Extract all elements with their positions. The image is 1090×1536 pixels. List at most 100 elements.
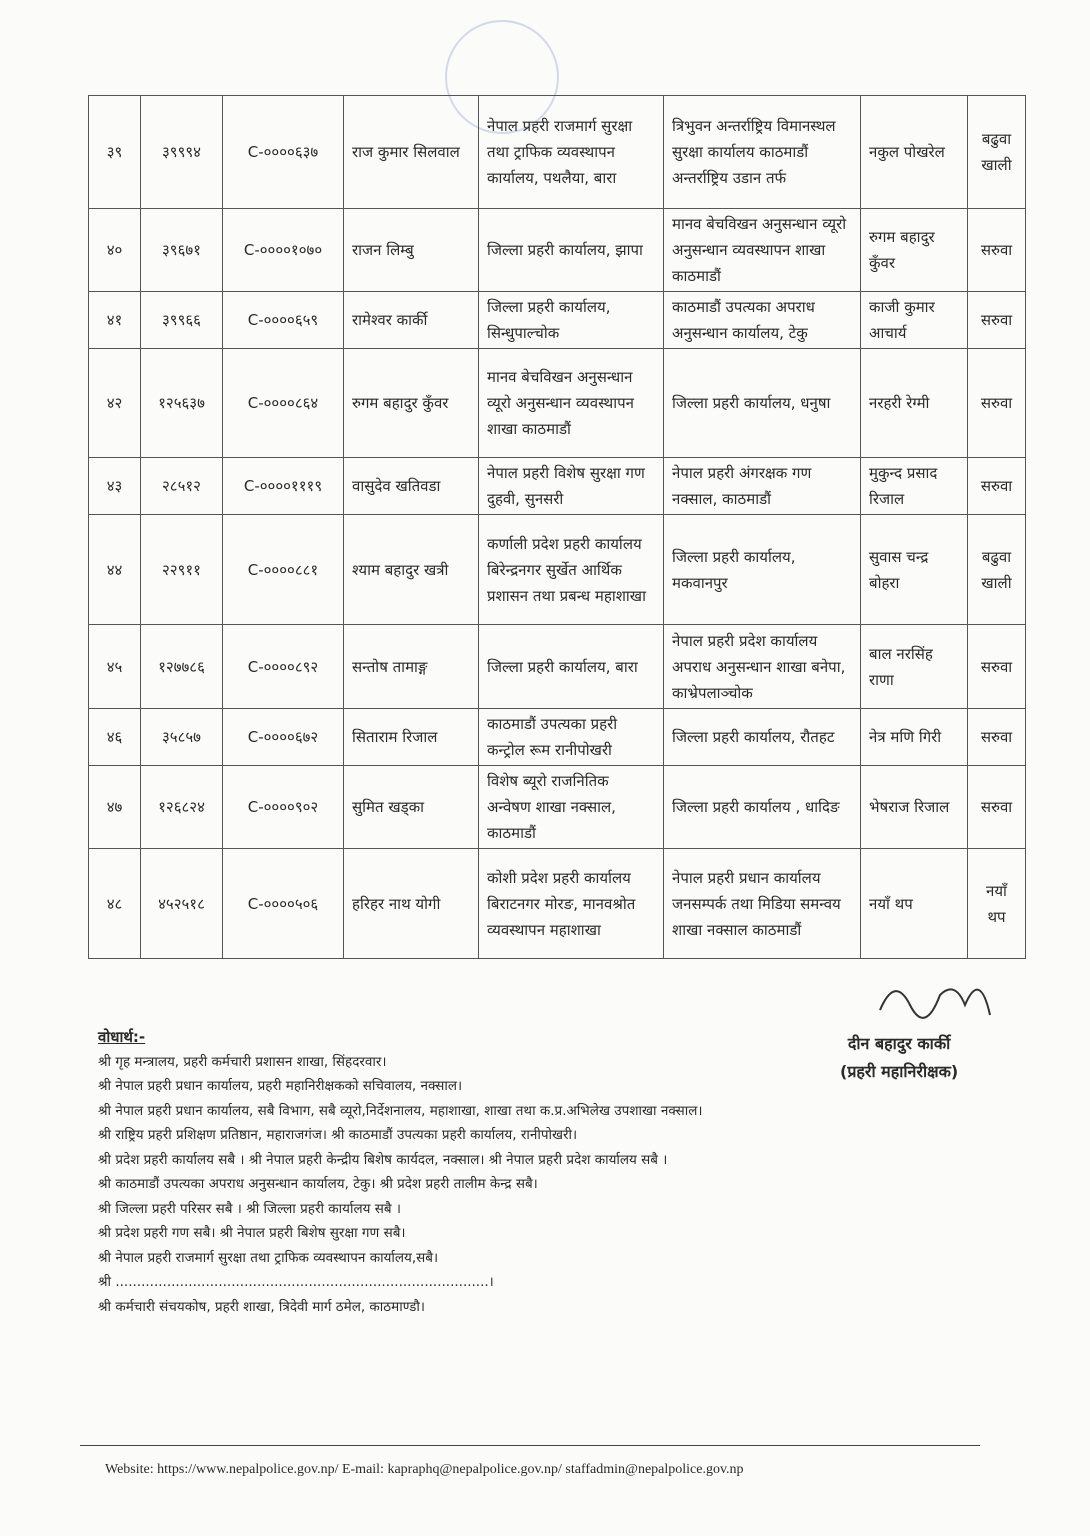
cell-to: त्रिभुवन अन्तर्राष्ट्रिय विमानस्थल सुरक्… — [663, 95, 861, 209]
distribution-line: श्री प्रदेश प्रहरी कार्यालय सबै । श्री न… — [98, 1151, 668, 1168]
cell-from: जिल्ला प्रहरी कार्यालय, सिन्धुपाल्चोक — [478, 291, 664, 349]
cell-from: विशेष ब्यूरो राजनितिक अन्वेषण शाखा नक्सा… — [478, 765, 664, 849]
cell-sn: ४६ — [88, 708, 141, 766]
cell-code: C-००००६५९ — [222, 291, 344, 349]
cell-replace: नयाँ थप — [860, 848, 968, 959]
cell-id: १२७७८६ — [140, 624, 223, 709]
cell-id: २८५१२ — [140, 457, 223, 515]
cell-name: श्याम बहादुर खत्री — [343, 514, 479, 625]
cell-type: सरुवा — [967, 624, 1026, 709]
signatory-name: दीन बहादुर कार्की — [847, 1034, 951, 1053]
cell-id: ३५८५७ — [140, 708, 223, 766]
signatory-title: (प्रहरी महानिरीक्षक) — [840, 1062, 959, 1081]
cell-to: नेपाल प्रहरी प्रदेश कार्यालय अपराध अनुसन… — [663, 624, 861, 709]
cell-name: रुगम बहादुर कुँवर — [343, 348, 479, 458]
distribution-line: श्री काठमाडौं उपत्यका अपराध अनुसन्धान का… — [98, 1176, 538, 1192]
table-row: ४३ २८५१२ C-००००१११९ वासुदेव खतिवडा नेपाल प्र… — [88, 457, 1026, 515]
cell-id: ३९६७१ — [140, 208, 223, 292]
cell-code: C-००००१०७० — [222, 208, 344, 292]
cell-name: राजन लिम्बु — [343, 208, 479, 292]
cell-from: नेपाल प्रहरी विशेष सुरक्षा गण दुहवी, सुन… — [478, 457, 664, 515]
cell-from: जिल्ला प्रहरी कार्यालय, बारा — [478, 624, 664, 709]
cell-from: नेपाल प्रहरी राजमार्ग सुरक्षा तथा ट्राफि… — [478, 95, 664, 209]
cell-id: १२६८२४ — [140, 765, 223, 849]
table-row: ४० ३९६७१ C-००००१०७० राजन लिम्बु जिल्ला प्रहर… — [88, 208, 1026, 292]
cell-from: कोशी प्रदेश प्रहरी कार्यालय बिराटनगर मोर… — [478, 848, 664, 959]
cell-name: राज कुमार सिलवाल — [343, 95, 479, 209]
cell-sn: ४४ — [88, 514, 141, 625]
distribution-line: श्री प्रदेश प्रहरी गण सबै। श्री नेपाल प्… — [98, 1225, 406, 1241]
cell-code: C-००००८८१ — [222, 514, 344, 625]
cell-to: नेपाल प्रहरी प्रधान कार्यालय जनसम्पर्क त… — [663, 848, 861, 959]
cell-name: सन्तोष तामाङ्ग — [343, 624, 479, 709]
cell-replace: सुवास चन्द्र बोहरा — [860, 514, 968, 625]
distribution-heading: वोधार्थ:- — [98, 1028, 146, 1046]
cell-sn: ४३ — [88, 457, 141, 515]
cell-name: वासुदेव खतिवडा — [343, 457, 479, 515]
signature-block: दीन बहादुर कार्की (प्रहरी महानिरीक्षक) — [840, 1030, 958, 1086]
cell-type: सरुवा — [967, 291, 1026, 349]
table-row: ४६ ३५८५७ C-००००६७२ सिताराम रिजाल काठमाडौं उप… — [88, 708, 1026, 766]
cell-sn: ४२ — [88, 348, 141, 458]
distribution-line: श्री गृह मन्त्रालय, प्रहरी कर्मचारी प्रश… — [98, 1053, 387, 1070]
cell-replace: नरहरी रेग्मी — [860, 348, 968, 458]
distribution-list: वोधार्थ:- श्री गृह मन्त्रालय, प्रहरी कर्… — [98, 1025, 703, 1319]
cell-to: जिल्ला प्रहरी कार्यालय, रौतहट — [663, 708, 861, 766]
cell-name: सिताराम रिजाल — [343, 708, 479, 766]
cell-replace: बाल नरसिंह राणा — [860, 624, 968, 709]
footer-divider — [80, 1445, 980, 1446]
cell-type: सरुवा — [967, 708, 1026, 766]
distribution-line: श्री नेपाल प्रहरी प्रधान कार्यालय, प्रहर… — [98, 1078, 463, 1094]
signature-mark — [879, 988, 991, 1019]
cell-type: सरुवा — [967, 348, 1026, 458]
distribution-line: श्री राष्ट्रिय प्रहरी प्रशिक्षण प्रतिष्ठ… — [98, 1127, 578, 1143]
cell-type: बढुवा खाली — [967, 95, 1026, 209]
cell-code: C-००००६३७ — [222, 95, 344, 209]
cell-to: जिल्ला प्रहरी कार्यालय, मकवानपुर — [663, 514, 861, 625]
distribution-line: श्री ...................................… — [98, 1274, 494, 1290]
cell-id: १२५६३७ — [140, 348, 223, 458]
cell-type: सरुवा — [967, 457, 1026, 515]
cell-to: काठमाडौं उपत्यका अपराध अनुसन्धान कार्याल… — [663, 291, 861, 349]
table-row: ४५ १२७७८६ C-००००८९२ सन्तोष तामाङ्ग जिल्ला प्… — [88, 624, 1026, 709]
table-row: ४८ ४५२५१८ C-००००५०६ हरिहर नाथ योगी कोशी प्रद… — [88, 848, 1026, 959]
cell-sn: ४८ — [88, 848, 141, 959]
table-row: ३९ ३९९९४ C-००००६३७ राज कुमार सिलवाल नेपाल प्… — [88, 95, 1026, 209]
cell-code: C-००००१११९ — [222, 457, 344, 515]
cell-to: जिल्ला प्रहरी कार्यालय, धनुषा — [663, 348, 861, 458]
cell-replace: रुगम बहादुर कुँवर — [860, 208, 968, 292]
distribution-line: श्री नेपाल प्रहरी प्रधान कार्यालय, सबै व… — [98, 1102, 703, 1119]
cell-code: C-००००९०२ — [222, 765, 344, 849]
cell-id: २२९११ — [140, 514, 223, 625]
distribution-line: श्री जिल्ला प्रहरी परिसर सबै । श्री जिल्… — [98, 1200, 401, 1217]
cell-id: ३९९९४ — [140, 95, 223, 209]
cell-from: जिल्ला प्रहरी कार्यालय, झापा — [478, 208, 664, 292]
cell-to: नेपाल प्रहरी अंगरक्षक गण नक्साल, काठमाडौ… — [663, 457, 861, 515]
distribution-line: श्री नेपाल प्रहरी राजमार्ग सुरक्षा तथा ट… — [98, 1249, 439, 1266]
cell-id: ३९९६६ — [140, 291, 223, 349]
cell-type: सरुवा — [967, 765, 1026, 849]
cell-sn: ४७ — [88, 765, 141, 849]
cell-to: जिल्ला प्रहरी कार्यालय , धादिङ — [663, 765, 861, 849]
table-row: ४७ १२६८२४ C-००००९०२ सुमित खड्का विशेष ब्यूरो… — [88, 765, 1026, 849]
cell-name: रामेश्वर कार्की — [343, 291, 479, 349]
cell-code: C-००००५०६ — [222, 848, 344, 959]
cell-type: बढुवा खाली — [967, 514, 1026, 625]
cell-replace: काजी कुमार आचार्य — [860, 291, 968, 349]
cell-id: ४५२५१८ — [140, 848, 223, 959]
table-row: ४२ १२५६३७ C-००००८६४ रुगम बहादुर कुँवर मानव ब… — [88, 348, 1026, 458]
table-row: ४४ २२९११ C-००००८८१ श्याम बहादुर खत्री कर्णाल… — [88, 514, 1026, 625]
cell-from: कर्णाली प्रदेश प्रहरी कार्यालय बिरेन्द्र… — [478, 514, 664, 625]
cell-replace: मुकुन्द प्रसाद रिजाल — [860, 457, 968, 515]
cell-replace: नकुल पोखरेल — [860, 95, 968, 209]
cell-from: मानव बेचविखन अनुसन्धान व्यूरो अनुसन्धान … — [478, 348, 664, 458]
cell-replace: नेत्र मणि गिरी — [860, 708, 968, 766]
transfer-table: ३९ ३९९९४ C-००००६३७ राज कुमार सिलवाल नेपाल प्… — [88, 95, 1026, 959]
cell-type: सरुवा — [967, 208, 1026, 292]
cell-from: काठमाडौं उपत्यका प्रहरी कन्ट्रोल रूम रान… — [478, 708, 664, 766]
cell-code: C-००००८९२ — [222, 624, 344, 709]
cell-name: हरिहर नाथ योगी — [343, 848, 479, 959]
table-row: ४१ ३९९६६ C-००००६५९ रामेश्वर कार्की जिल्ला प्… — [88, 291, 1026, 349]
footer-contact: Website: https://www.nepalpolice.gov.np/… — [105, 1462, 744, 1477]
